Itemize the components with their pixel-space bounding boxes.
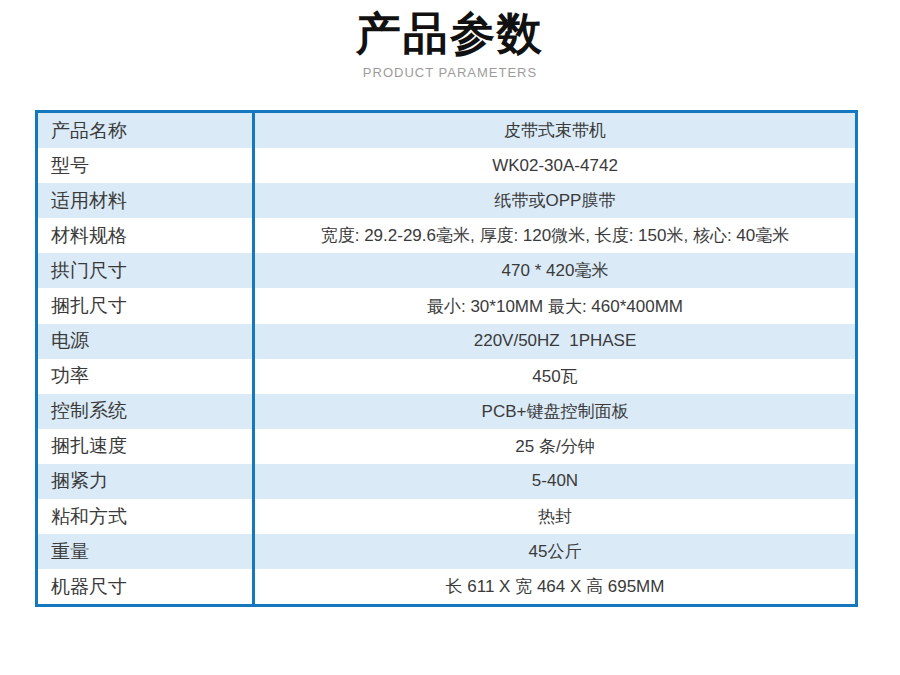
- param-label: 控制系统: [38, 394, 255, 429]
- param-label: 适用材料: [38, 183, 255, 218]
- table-row: 重量 45公斤: [38, 534, 855, 569]
- table-row: 捆紧力 5-40N: [38, 464, 855, 499]
- page-subtitle: PRODUCT PARAMETERS: [0, 65, 900, 80]
- param-label: 产品名称: [38, 113, 255, 148]
- page-title: 产品参数: [0, 8, 900, 60]
- param-value: 220V/50HZ 1PHASE: [255, 324, 855, 359]
- table-row: 粘和方式 热封: [38, 499, 855, 534]
- param-value: 470 * 420毫米: [255, 253, 855, 288]
- param-label: 重量: [38, 534, 255, 569]
- table-row: 捆扎速度 25 条/分钟: [38, 429, 855, 464]
- table-row: 拱门尺寸 470 * 420毫米: [38, 253, 855, 288]
- table-row: 捆扎尺寸 最小: 30*10MM 最大: 460*400MM: [38, 288, 855, 323]
- param-label: 拱门尺寸: [38, 253, 255, 288]
- param-value: 最小: 30*10MM 最大: 460*400MM: [255, 288, 855, 323]
- param-label: 捆扎尺寸: [38, 288, 255, 323]
- param-value: 450瓦: [255, 359, 855, 394]
- param-value: 皮带式束带机: [255, 113, 855, 148]
- page-header: 产品参数 PRODUCT PARAMETERS: [0, 0, 900, 80]
- param-value: 纸带或OPP膜带: [255, 183, 855, 218]
- table-row: 机器尺寸 长 611 X 宽 464 X 高 695MM: [38, 569, 855, 604]
- param-label: 型号: [38, 148, 255, 183]
- param-value: 长 611 X 宽 464 X 高 695MM: [255, 569, 855, 604]
- param-label: 捆紧力: [38, 464, 255, 499]
- param-value: 25 条/分钟: [255, 429, 855, 464]
- param-label: 粘和方式: [38, 499, 255, 534]
- param-label: 电源: [38, 324, 255, 359]
- table-row: 材料规格 宽度: 29.2-29.6毫米, 厚度: 120微米, 长度: 150…: [38, 218, 855, 253]
- param-label: 材料规格: [38, 218, 255, 253]
- param-label: 机器尺寸: [38, 569, 255, 604]
- param-label: 功率: [38, 359, 255, 394]
- param-value: 热封: [255, 499, 855, 534]
- table-row: 控制系统 PCB+键盘控制面板: [38, 394, 855, 429]
- table-row: 产品名称 皮带式束带机: [38, 113, 855, 148]
- param-value: 5-40N: [255, 464, 855, 499]
- param-value: 宽度: 29.2-29.6毫米, 厚度: 120微米, 长度: 150米, 核心…: [255, 218, 855, 253]
- param-value: 45公斤: [255, 534, 855, 569]
- table-row: 功率 450瓦: [38, 359, 855, 394]
- param-label: 捆扎速度: [38, 429, 255, 464]
- param-value: PCB+键盘控制面板: [255, 394, 855, 429]
- table-row: 电源 220V/50HZ 1PHASE: [38, 324, 855, 359]
- table-row: 型号 WK02-30A-4742: [38, 148, 855, 183]
- param-value: WK02-30A-4742: [255, 148, 855, 183]
- table-row: 适用材料 纸带或OPP膜带: [38, 183, 855, 218]
- product-parameters-table: 产品名称 皮带式束带机 型号 WK02-30A-4742 适用材料 纸带或OPP…: [35, 110, 858, 607]
